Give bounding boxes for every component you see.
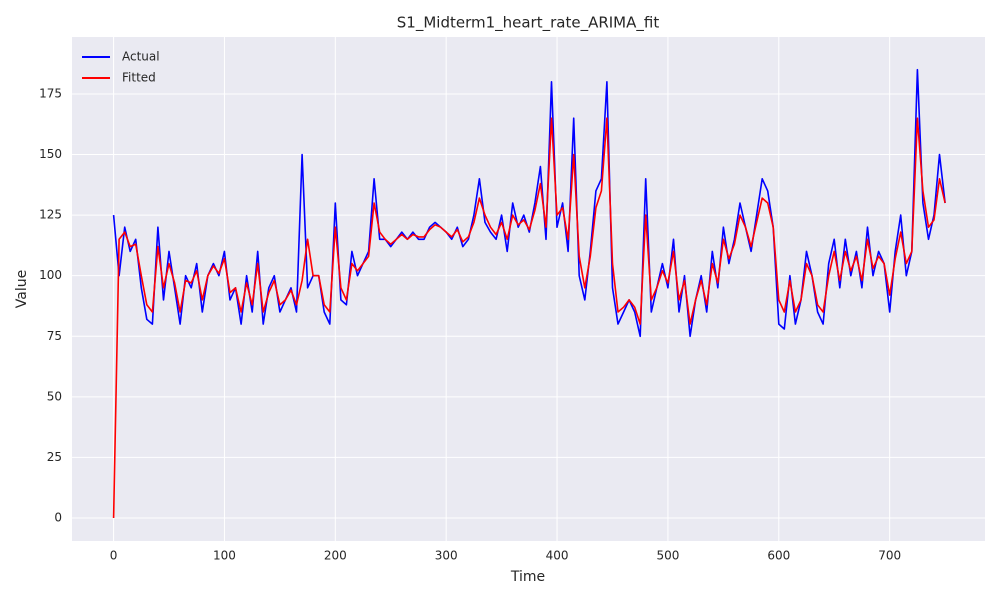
plot-area <box>72 37 985 541</box>
y-tick-label: 100 <box>39 268 62 282</box>
x-tick-label: 600 <box>767 549 790 563</box>
legend-label: Actual <box>122 50 160 64</box>
x-tick-label: 400 <box>546 549 569 563</box>
series-line <box>112 117 946 519</box>
x-tick-label: 300 <box>435 549 458 563</box>
y-axis-label: Value <box>14 270 30 308</box>
legend-label: Fitted <box>122 71 156 85</box>
y-tick-label: 125 <box>39 208 62 222</box>
y-tick-label: 150 <box>39 147 62 161</box>
y-tick-label: 175 <box>39 86 62 100</box>
x-tick-label: 100 <box>213 549 236 563</box>
x-tick-label: 500 <box>656 549 679 563</box>
x-tick-label: 700 <box>878 549 901 563</box>
x-tick-label: 0 <box>110 549 118 563</box>
series-line <box>112 68 946 338</box>
y-tick-label: 50 <box>47 389 62 403</box>
y-tick-label: 0 <box>54 510 62 524</box>
x-axis-label: Time <box>510 569 545 585</box>
chart-title: S1_Midterm1_heart_rate_ARIMA_fit <box>397 14 660 33</box>
x-tick-label: 200 <box>324 549 347 563</box>
y-tick-label: 25 <box>47 450 62 464</box>
y-tick-label: 75 <box>47 329 62 343</box>
